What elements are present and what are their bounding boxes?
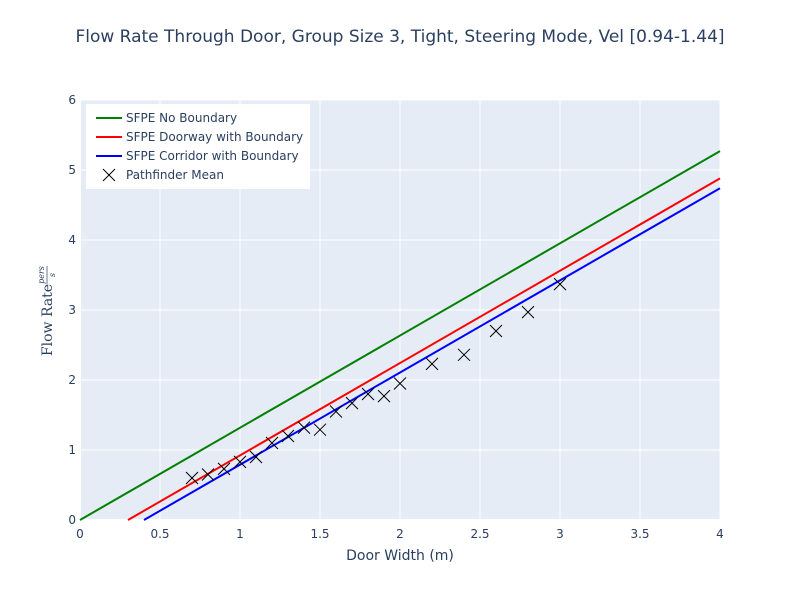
series-line-sfpe-corridor-with-boundary: [143, 187, 721, 521]
y-tick-label: 0: [68, 513, 76, 527]
legend-label-pathfinder-mean: Pathfinder Mean: [126, 168, 224, 182]
y-tick-label: 4: [68, 233, 76, 247]
pathfinder-mean-marker: [377, 389, 391, 403]
x-tick-label: 2: [396, 527, 404, 541]
x-tick-label: 4: [716, 527, 724, 541]
x-tick-label: 0.5: [150, 527, 169, 541]
x-tick-label: 3: [556, 527, 564, 541]
y-axis-title-denominator: s: [48, 273, 57, 277]
pathfinder-mean-marker: [489, 324, 503, 338]
y-axis-title: Flow Rate pers s: [37, 266, 57, 356]
y-tick-label: 1: [68, 443, 76, 457]
pathfinder-mean-marker: [425, 357, 439, 371]
x-tick-label: 1: [236, 527, 244, 541]
grid: [79, 99, 721, 521]
pathfinder-mean-marker: [345, 396, 359, 410]
pathfinder-mean-marker: [361, 387, 375, 401]
pathfinder-mean-marker: [217, 462, 231, 476]
x-tick-label: 2.5: [470, 527, 489, 541]
series-line-sfpe-no-boundary: [79, 150, 721, 521]
legend-label-sfpe-doorway-with-boundary: SFPE Doorway with Boundary: [126, 130, 303, 144]
y-tick-label: 6: [68, 93, 76, 107]
legend-label-sfpe-no-boundary: SFPE No Boundary: [126, 111, 237, 125]
y-axis-title-main: Flow Rate: [40, 284, 56, 356]
chart-title: Flow Rate Through Door, Group Size 3, Ti…: [75, 27, 724, 47]
x-tick-label: 3.5: [630, 527, 649, 541]
legend: SFPE No Boundary SFPE Doorway with Bounda…: [86, 104, 310, 189]
pathfinder-mean-marker: [297, 421, 311, 434]
pathfinder-mean-marker: [201, 468, 215, 481]
x-tick-label: 1.5: [310, 527, 329, 541]
pathfinder-mean-marker: [553, 277, 567, 291]
pathfinder-mean-marker: [281, 429, 295, 443]
pathfinder-mean-marker: [393, 377, 407, 390]
pathfinder-mean-marker: [313, 423, 327, 437]
x-tick-label: 0: [76, 527, 84, 541]
y-tick-label: 3: [68, 303, 76, 317]
pathfinder-mean-marker: [185, 471, 199, 485]
legend-swatch-pathfinder-mean: [102, 168, 116, 182]
pathfinder-mean-marker: [329, 405, 343, 418]
pathfinder-mean-marker: [249, 450, 263, 464]
y-axis-title-numerator: pers: [37, 266, 46, 284]
legend-label-sfpe-corridor-with-boundary: SFPE Corridor with Boundary: [126, 149, 299, 163]
pathfinder-mean-marker: [457, 348, 471, 362]
series-line-sfpe-doorway-with-boundary: [127, 177, 721, 521]
series-layer: [79, 150, 721, 521]
y-tick-label: 2: [68, 373, 76, 387]
legend-box: [86, 104, 310, 189]
pathfinder-mean-marker: [265, 436, 279, 450]
pathfinder-mean-marker: [233, 455, 247, 469]
y-tick-label: 5: [68, 163, 76, 177]
pathfinder-mean-marker: [521, 305, 535, 319]
x-axis-title: Door Width (m): [346, 548, 454, 564]
tick-labels: 0 0.5 1 1.5 2 2.5 3 3.5 4 0 1 2 3 4 5 6: [68, 93, 723, 541]
